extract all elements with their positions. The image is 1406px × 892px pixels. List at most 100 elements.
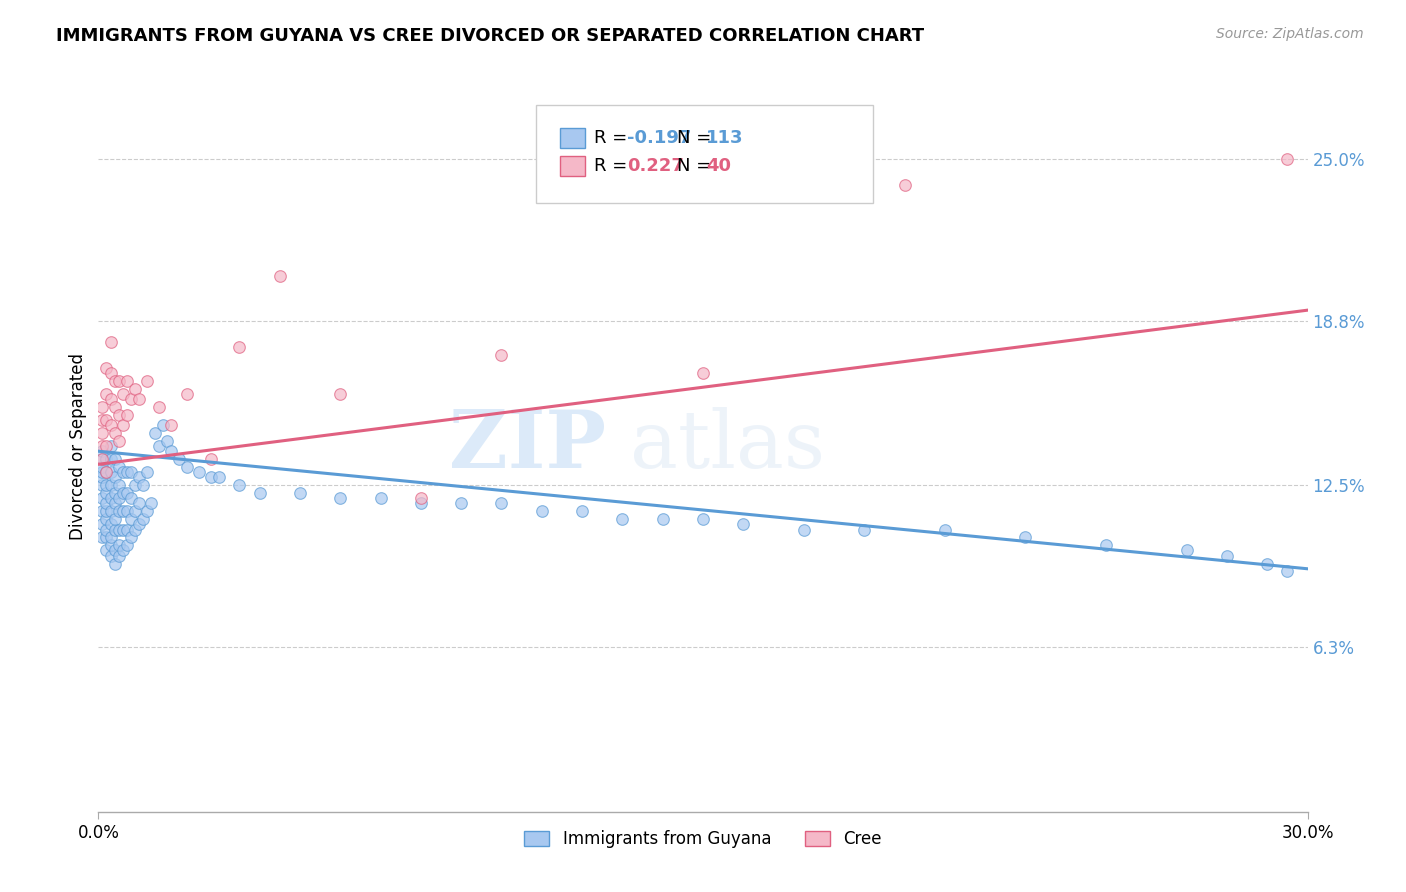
- Point: [143, 425, 166, 440]
- Point: [103, 425, 125, 440]
- Point: [96, 360, 118, 375]
- Point: [135, 374, 157, 388]
- Point: [120, 465, 142, 479]
- Point: [120, 491, 142, 506]
- Point: [96, 496, 118, 510]
- Point: [128, 496, 150, 510]
- Point: [115, 523, 138, 537]
- Point: [208, 470, 231, 484]
- Point: [96, 523, 118, 537]
- Point: [132, 512, 155, 526]
- Point: [571, 504, 593, 518]
- Point: [128, 392, 150, 406]
- Point: [128, 470, 150, 484]
- Point: [96, 439, 118, 453]
- Point: [124, 523, 146, 537]
- Point: [103, 452, 125, 467]
- Point: [103, 512, 125, 526]
- Point: [124, 504, 146, 518]
- Point: [100, 549, 122, 563]
- Point: [329, 491, 352, 506]
- Point: [96, 465, 118, 479]
- Point: [91, 439, 114, 453]
- Text: atlas: atlas: [630, 407, 825, 485]
- Point: [1216, 549, 1239, 563]
- Point: [893, 178, 915, 192]
- Point: [100, 439, 122, 453]
- Point: [152, 418, 174, 433]
- Point: [103, 374, 125, 388]
- Point: [160, 444, 183, 458]
- Point: [100, 504, 122, 518]
- Point: [103, 496, 125, 510]
- Point: [91, 452, 114, 467]
- Point: [100, 517, 122, 532]
- Point: [612, 512, 634, 526]
- Point: [1014, 530, 1036, 544]
- Point: [107, 408, 129, 422]
- Point: [288, 486, 311, 500]
- Point: [793, 523, 815, 537]
- Point: [409, 491, 432, 506]
- Point: [91, 470, 114, 484]
- Point: [107, 523, 129, 537]
- Point: [692, 512, 714, 526]
- Point: [96, 465, 118, 479]
- Point: [139, 496, 162, 510]
- Point: [91, 517, 114, 532]
- Point: [100, 491, 122, 506]
- Point: [111, 386, 134, 401]
- Point: [156, 434, 179, 448]
- Point: [370, 491, 392, 506]
- Point: [115, 538, 138, 552]
- Point: [329, 386, 352, 401]
- Point: [228, 340, 250, 354]
- Point: [120, 530, 142, 544]
- Point: [103, 486, 125, 500]
- Text: IMMIGRANTS FROM GUYANA VS CREE DIVORCED OR SEPARATED CORRELATION CHART: IMMIGRANTS FROM GUYANA VS CREE DIVORCED …: [56, 27, 924, 45]
- Point: [115, 465, 138, 479]
- Text: 40: 40: [706, 157, 731, 175]
- Point: [91, 491, 114, 506]
- Point: [120, 392, 142, 406]
- Point: [530, 504, 553, 518]
- Point: [91, 400, 114, 414]
- Point: [91, 444, 114, 458]
- Point: [103, 557, 125, 571]
- Point: [111, 486, 134, 500]
- Point: [96, 512, 118, 526]
- Point: [91, 413, 114, 427]
- Point: [1256, 557, 1278, 571]
- Point: [91, 425, 114, 440]
- Point: [651, 512, 673, 526]
- Legend: Immigrants from Guyana, Cree: Immigrants from Guyana, Cree: [517, 823, 889, 855]
- Point: [91, 478, 114, 492]
- Point: [132, 478, 155, 492]
- Point: [100, 530, 122, 544]
- Point: [107, 538, 129, 552]
- Point: [100, 452, 122, 467]
- Point: [120, 512, 142, 526]
- Point: [107, 478, 129, 492]
- Point: [491, 348, 513, 362]
- Point: [1095, 538, 1118, 552]
- Point: [934, 523, 956, 537]
- Point: [228, 478, 250, 492]
- Point: [135, 504, 157, 518]
- Point: [96, 452, 118, 467]
- Point: [96, 413, 118, 427]
- Point: [160, 418, 183, 433]
- Point: [100, 392, 122, 406]
- Point: [1277, 152, 1299, 166]
- Text: R =: R =: [593, 128, 633, 146]
- Point: [148, 400, 170, 414]
- Point: [124, 382, 146, 396]
- Point: [96, 543, 118, 558]
- Point: [103, 400, 125, 414]
- Point: [100, 366, 122, 380]
- Point: [107, 491, 129, 506]
- Text: N =: N =: [676, 128, 717, 146]
- Point: [200, 470, 222, 484]
- Point: [111, 465, 134, 479]
- Point: [103, 543, 125, 558]
